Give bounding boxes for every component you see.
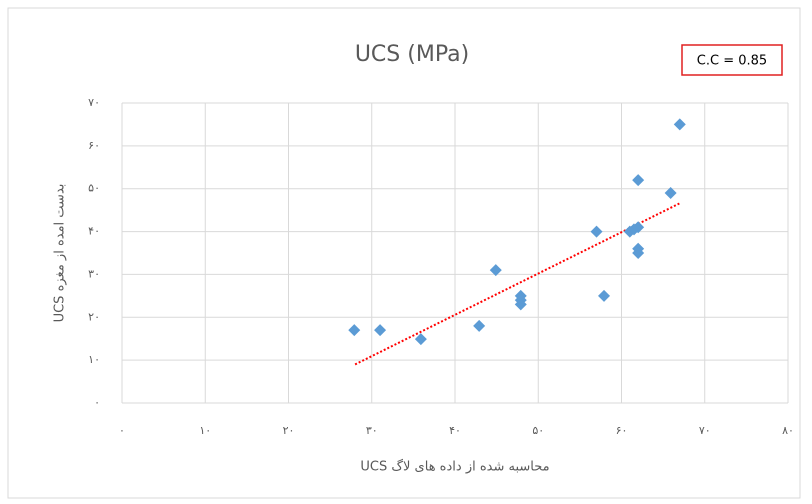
x-tick-label: ۲۰ <box>283 424 295 437</box>
x-tick-label: ۴۰ <box>449 424 461 437</box>
data-point <box>590 225 603 238</box>
data-point <box>673 118 686 131</box>
x-tick-label: ۷۰ <box>699 424 711 437</box>
trendline <box>354 202 681 366</box>
data-point <box>514 298 527 311</box>
y-tick-label: ۴۰ <box>88 225 100 238</box>
annotation: C.C = 0.85 <box>697 54 767 69</box>
x-tick-label: ۶۰ <box>616 424 628 437</box>
data-point <box>632 174 645 187</box>
data-point <box>473 319 486 332</box>
chart-title: UCS (MPa) <box>355 42 469 67</box>
y-axis-label: UCS بدست امده از مغزه <box>53 184 68 323</box>
data-point <box>632 221 645 234</box>
x-tick-label: ۵۰ <box>532 424 544 437</box>
annotation-box <box>681 44 783 76</box>
x-tick-label: ۱۰ <box>199 424 211 437</box>
x-tick-label: ۳۰ <box>366 424 378 437</box>
x-tick-label: ۰ <box>119 424 125 437</box>
y-tick-label: ۰ <box>94 396 100 409</box>
data-point <box>374 324 387 337</box>
y-tick-label: ۷۰ <box>88 96 100 109</box>
y-tick-label: ۶۰ <box>88 139 100 152</box>
y-tick-label: ۲۰ <box>88 310 100 323</box>
y-tick-label: ۱۰ <box>88 353 100 366</box>
y-tick-label: ۳۰ <box>88 267 100 280</box>
data-point <box>414 333 427 346</box>
chart-frame <box>7 7 801 499</box>
data-point <box>664 187 677 199</box>
data-point <box>598 289 611 302</box>
data-point <box>489 264 502 277</box>
x-tick-label: ۸۰ <box>782 424 794 437</box>
data-point <box>348 324 361 337</box>
y-tick-label: ۵۰ <box>88 182 100 195</box>
data-point <box>632 247 645 259</box>
x-axis-label: UCS محاسبه شده از داده های لاگ <box>360 458 549 475</box>
